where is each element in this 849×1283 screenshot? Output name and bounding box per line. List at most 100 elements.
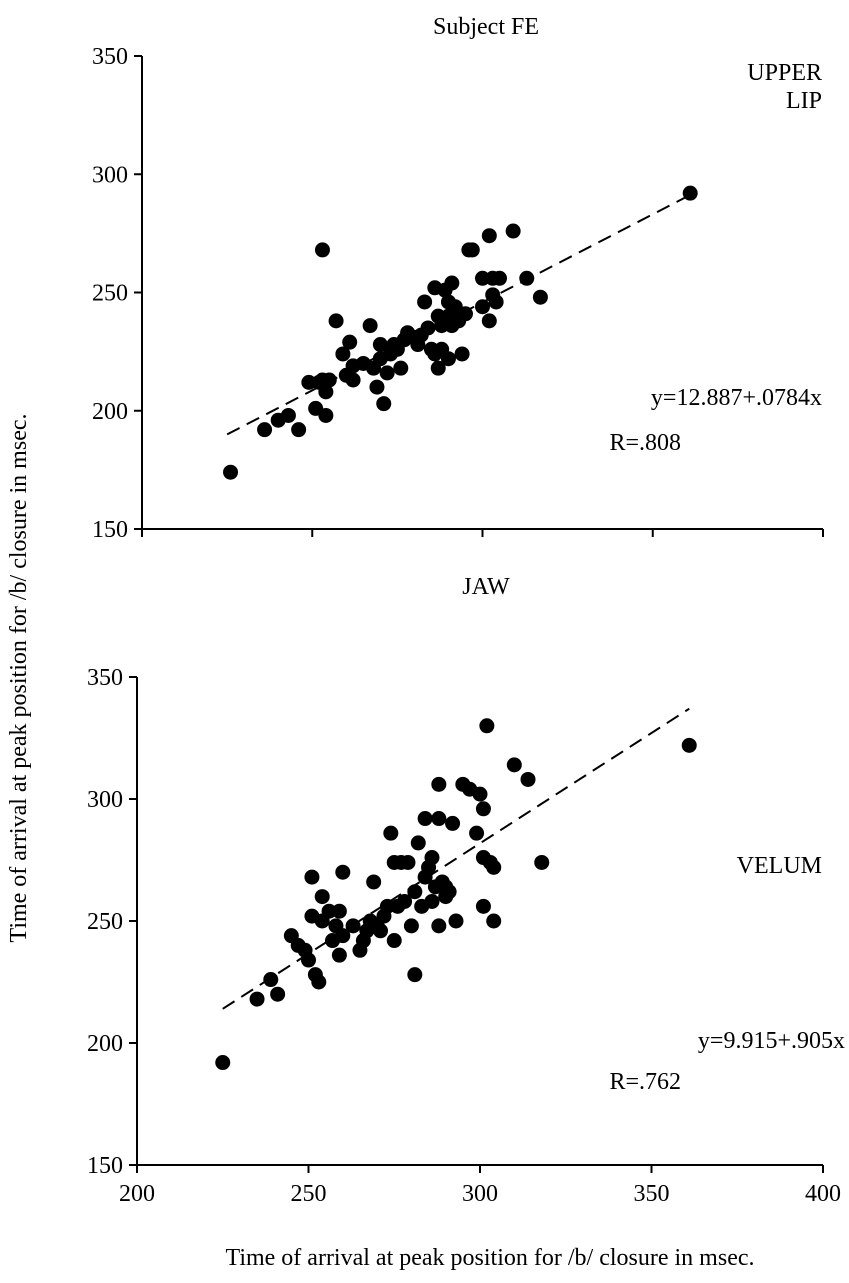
data-point (379, 365, 395, 381)
data-point (393, 360, 409, 376)
data-point (488, 294, 504, 310)
data-point (263, 972, 279, 988)
data-point (403, 918, 419, 934)
data-point (291, 422, 307, 438)
data-point (215, 1055, 231, 1071)
data-point (318, 407, 334, 423)
figure-title: Subject FE (433, 14, 539, 40)
data-point (410, 835, 426, 851)
data-point (472, 786, 488, 802)
data-point (486, 859, 502, 875)
x-tick-label: 200 (119, 1181, 155, 1207)
data-point (314, 889, 330, 905)
data-point (407, 884, 423, 900)
data-point (407, 967, 423, 983)
data-point (481, 228, 497, 244)
data-point (223, 464, 239, 480)
data-point (321, 372, 337, 388)
data-point (328, 313, 344, 329)
regression-equation: y=12.887+.0784x (651, 385, 822, 411)
data-point (280, 407, 296, 423)
data-point (304, 869, 320, 885)
data-point (454, 346, 470, 362)
x-tick-label: 350 (634, 1181, 670, 1207)
y-tick-label: 350 (87, 665, 123, 691)
data-point (475, 801, 491, 817)
data-point (321, 903, 337, 919)
data-point (331, 947, 347, 963)
y-tick-label: 350 (92, 44, 128, 70)
data-point (331, 903, 347, 919)
data-point (682, 185, 698, 201)
x-tick-label: 250 (291, 1181, 327, 1207)
data-point (448, 913, 464, 929)
data-point (417, 811, 433, 827)
data-point (372, 337, 388, 353)
correlation-label: R=.762 (609, 1069, 681, 1095)
data-point (431, 811, 447, 827)
data-point (424, 893, 440, 909)
regression-equation: y=9.915+.905x (698, 1028, 845, 1054)
y-tick-label: 300 (92, 162, 128, 188)
data-point (440, 351, 456, 367)
y-tick-label: 300 (87, 787, 123, 813)
y-tick-label: 150 (87, 1153, 123, 1179)
data-point (270, 986, 286, 1002)
data-point (505, 223, 521, 239)
y-tick-label: 250 (87, 909, 123, 935)
data-point (430, 360, 446, 376)
data-point (481, 313, 497, 329)
data-point (318, 384, 334, 400)
data-point (301, 952, 316, 968)
data-point (479, 718, 495, 734)
data-point (492, 270, 508, 286)
data-point (397, 893, 413, 909)
data-point (520, 771, 536, 787)
y-tick-label: 250 (92, 281, 128, 307)
data-point (373, 923, 389, 939)
data-point (311, 974, 327, 990)
data-point (345, 372, 361, 388)
data-point (464, 242, 480, 258)
data-point (469, 825, 485, 841)
data-point (383, 825, 399, 841)
data-point (431, 776, 447, 792)
data-point (366, 874, 382, 890)
data-point (249, 991, 265, 1007)
data-point (362, 318, 378, 334)
data-point (441, 884, 457, 900)
data-point (424, 850, 440, 866)
panel-label: VELUM (737, 853, 822, 879)
panel-label: LIP (786, 88, 822, 114)
correlation-label: R=.808 (609, 430, 681, 456)
regression-line (222, 707, 690, 1010)
data-point (457, 306, 473, 322)
data-point (369, 379, 385, 395)
data-point (445, 815, 461, 831)
data-point (417, 294, 433, 310)
data-point (257, 422, 273, 438)
y-tick-label: 200 (87, 1031, 123, 1057)
data-point (376, 396, 392, 412)
data-point (400, 854, 416, 870)
y-tick-label: 150 (92, 517, 128, 543)
y-axis-label: Time of arrival at peak position for /b/… (6, 414, 32, 943)
x-axis-label: Time of arrival at peak position for /b/… (226, 1245, 755, 1271)
data-point (314, 242, 330, 258)
data-point (475, 299, 490, 315)
data-point (444, 275, 460, 291)
data-point (532, 289, 548, 305)
data-point (534, 854, 550, 870)
x-tick-label: 400 (805, 1181, 841, 1207)
data-point (342, 334, 358, 350)
data-point (386, 933, 402, 949)
data-point (506, 757, 522, 773)
data-point (335, 928, 351, 944)
data-point (420, 320, 436, 336)
data-point (335, 864, 351, 880)
data-point (345, 918, 361, 934)
y-tick-label: 200 (92, 399, 128, 425)
data-point (379, 898, 395, 914)
